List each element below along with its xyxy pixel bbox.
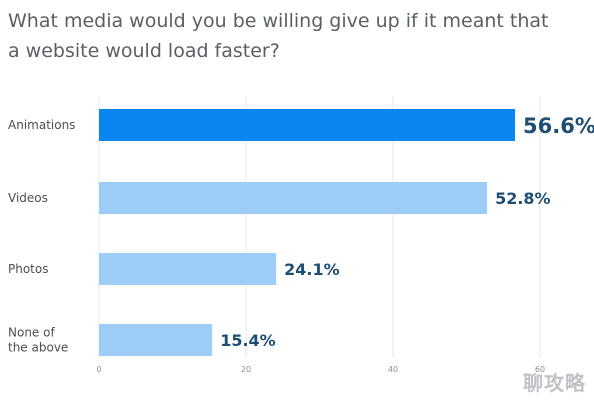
chart-title-line-2: a website would load faster? [8,40,280,62]
category-label-1: Videos [8,191,48,205]
bar-3 [99,324,213,356]
chart-title-line-1: What media would you be willing give up … [8,10,549,32]
x-tick-labels: 0 20 40 60 [96,365,545,374]
category-label-2: Photos [8,262,48,276]
value-label-2: 24.1% [284,260,340,279]
category-label-0: Animations [8,118,75,132]
value-label-3: 15.4% [220,331,276,350]
category-labels: Animations Videos Photos None of the above [8,118,75,355]
bar-0 [99,109,516,141]
bar-1 [99,182,488,214]
value-label-1: 52.8% [495,189,551,208]
bars [99,109,516,356]
watermark: 聊攻略 [523,371,586,395]
category-label-3: None of the above [8,326,68,355]
bar-2 [99,253,277,285]
x-tick-label-2: 40 [388,365,398,374]
x-tick-label-1: 20 [241,365,251,374]
value-labels: 56.6% 52.8% 24.1% 15.4% [220,114,594,350]
chart-title: What media would you be willing give up … [8,6,578,66]
x-tick-label-0: 0 [96,365,101,374]
x-tick-label-3: 60 [535,365,545,374]
value-label-0: 56.6% [523,114,594,138]
